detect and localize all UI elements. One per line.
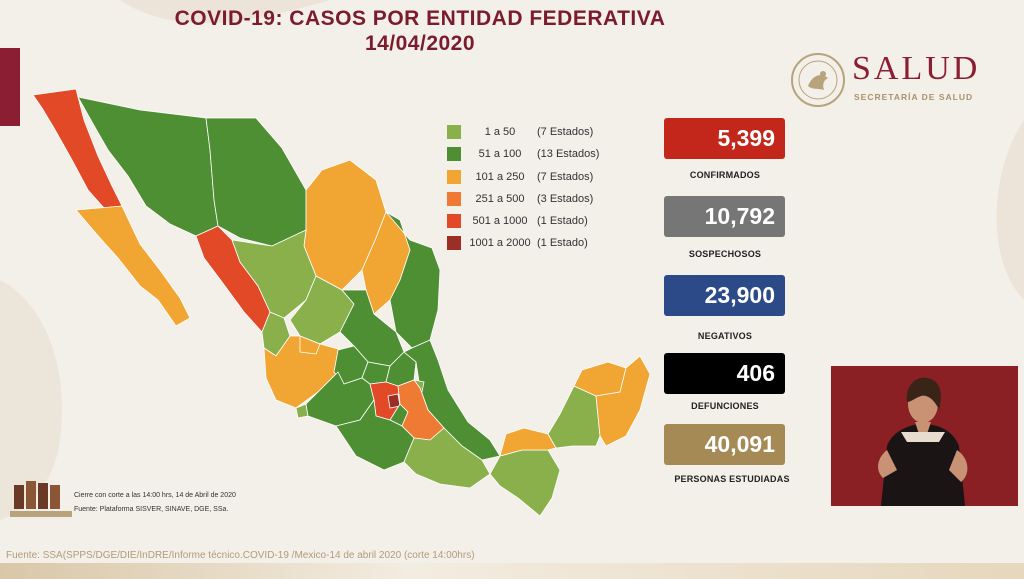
title-line-1: COVID-19: CASOS POR ENTIDAD FEDERATIVA bbox=[174, 7, 666, 30]
legend-swatch bbox=[447, 191, 461, 206]
state-campeche bbox=[547, 385, 601, 449]
legend-range: 501 a 1000 bbox=[472, 215, 528, 228]
state-guerrero bbox=[335, 398, 415, 471]
legend-range: 251 a 500 bbox=[475, 192, 525, 205]
legend-item: 101 a 250 (7 Estados) bbox=[447, 168, 617, 190]
bottom-bar bbox=[0, 563, 1024, 579]
legend-range: 51 a 100 bbox=[478, 148, 522, 161]
legend-swatch bbox=[447, 214, 461, 229]
confirmed-label: CONFIRMADOS bbox=[689, 170, 761, 180]
mexico-seal-icon bbox=[791, 53, 845, 107]
deaths-label: DEFUNCIONES bbox=[691, 401, 759, 411]
legend-item: 1 a 50 (7 Estados) bbox=[447, 123, 617, 145]
government-brand-icon bbox=[10, 481, 72, 517]
legend-count: (1 Estado) bbox=[537, 215, 588, 228]
footer-source: Fuente: SSA(SPPS/DGE/DIE/InDRE/Informe t… bbox=[6, 550, 475, 561]
platform-note: Fuente: Plataforma SISVER, SINAVE, DGE, … bbox=[74, 506, 229, 513]
mexico-state-map bbox=[32, 88, 651, 517]
confirmed-count: 5,399 bbox=[664, 118, 785, 159]
page-title: COVID-19: CASOS POR ENTIDAD FEDERATIVA 1… bbox=[160, 6, 680, 56]
legend-count: (7 Estados) bbox=[537, 126, 594, 138]
state-quintana-roo bbox=[595, 355, 651, 447]
legend-range: 1 a 50 bbox=[484, 126, 516, 138]
legend-item: 251 a 500 (3 Estados) bbox=[447, 190, 617, 212]
legend-item: 501 a 1000 (1 Estado) bbox=[447, 212, 617, 234]
legend-swatch bbox=[447, 236, 461, 251]
sign-language-interpreter-video bbox=[831, 366, 1018, 506]
salud-logo: SALUD SECRETARÍA DE SALUD bbox=[790, 48, 1005, 108]
legend-swatch bbox=[447, 125, 461, 139]
brand-strip bbox=[0, 48, 20, 126]
legend-count: (1 Estado) bbox=[537, 237, 588, 250]
studied-label: PERSONAS ESTUDIADAS bbox=[674, 474, 790, 484]
map-legend: 1 a 50 (7 Estados) 51 a 100 (13 Estados)… bbox=[447, 123, 617, 257]
interpreter-figure-icon bbox=[831, 366, 1018, 506]
negative-count: 23,900 bbox=[664, 275, 785, 316]
legend-count: (7 Estados) bbox=[537, 170, 594, 183]
studied-count: 40,091 bbox=[664, 424, 785, 465]
legend-range: 101 a 250 bbox=[475, 170, 525, 183]
state-chiapas bbox=[489, 449, 561, 517]
legend-swatch bbox=[447, 147, 461, 162]
legend-range: 1001 a 2000 bbox=[469, 237, 531, 250]
state-baja-california-sur bbox=[75, 205, 191, 327]
negative-label: NEGATIVOS bbox=[697, 331, 753, 341]
salud-wordmark: SALUD bbox=[852, 50, 981, 87]
legend-item: 51 a 100 (13 Estados) bbox=[447, 145, 617, 167]
legend-count: (13 Estados) bbox=[537, 148, 600, 161]
legend-swatch bbox=[447, 169, 461, 184]
title-line-2: 14/04/2020 bbox=[364, 32, 476, 55]
state-aguascalientes bbox=[299, 335, 321, 355]
legend-item: 1001 a 2000 (1 Estado) bbox=[447, 234, 617, 256]
deaths-count: 406 bbox=[664, 353, 785, 394]
cutoff-note: Cierre con corte a las 14:00 hrs, 14 de … bbox=[74, 492, 236, 499]
state-chihuahua bbox=[205, 117, 307, 247]
secretaria-label: SECRETARÍA DE SALUD bbox=[854, 92, 974, 102]
suspected-count: 10,792 bbox=[664, 196, 785, 237]
suspected-label: SOSPECHOSOS bbox=[688, 249, 762, 259]
state-ciudad-de-mexico bbox=[387, 393, 401, 409]
data-notes: Cierre con corte a las 14:00 hrs, 14 de … bbox=[74, 489, 236, 517]
legend-count: (3 Estados) bbox=[537, 192, 594, 205]
